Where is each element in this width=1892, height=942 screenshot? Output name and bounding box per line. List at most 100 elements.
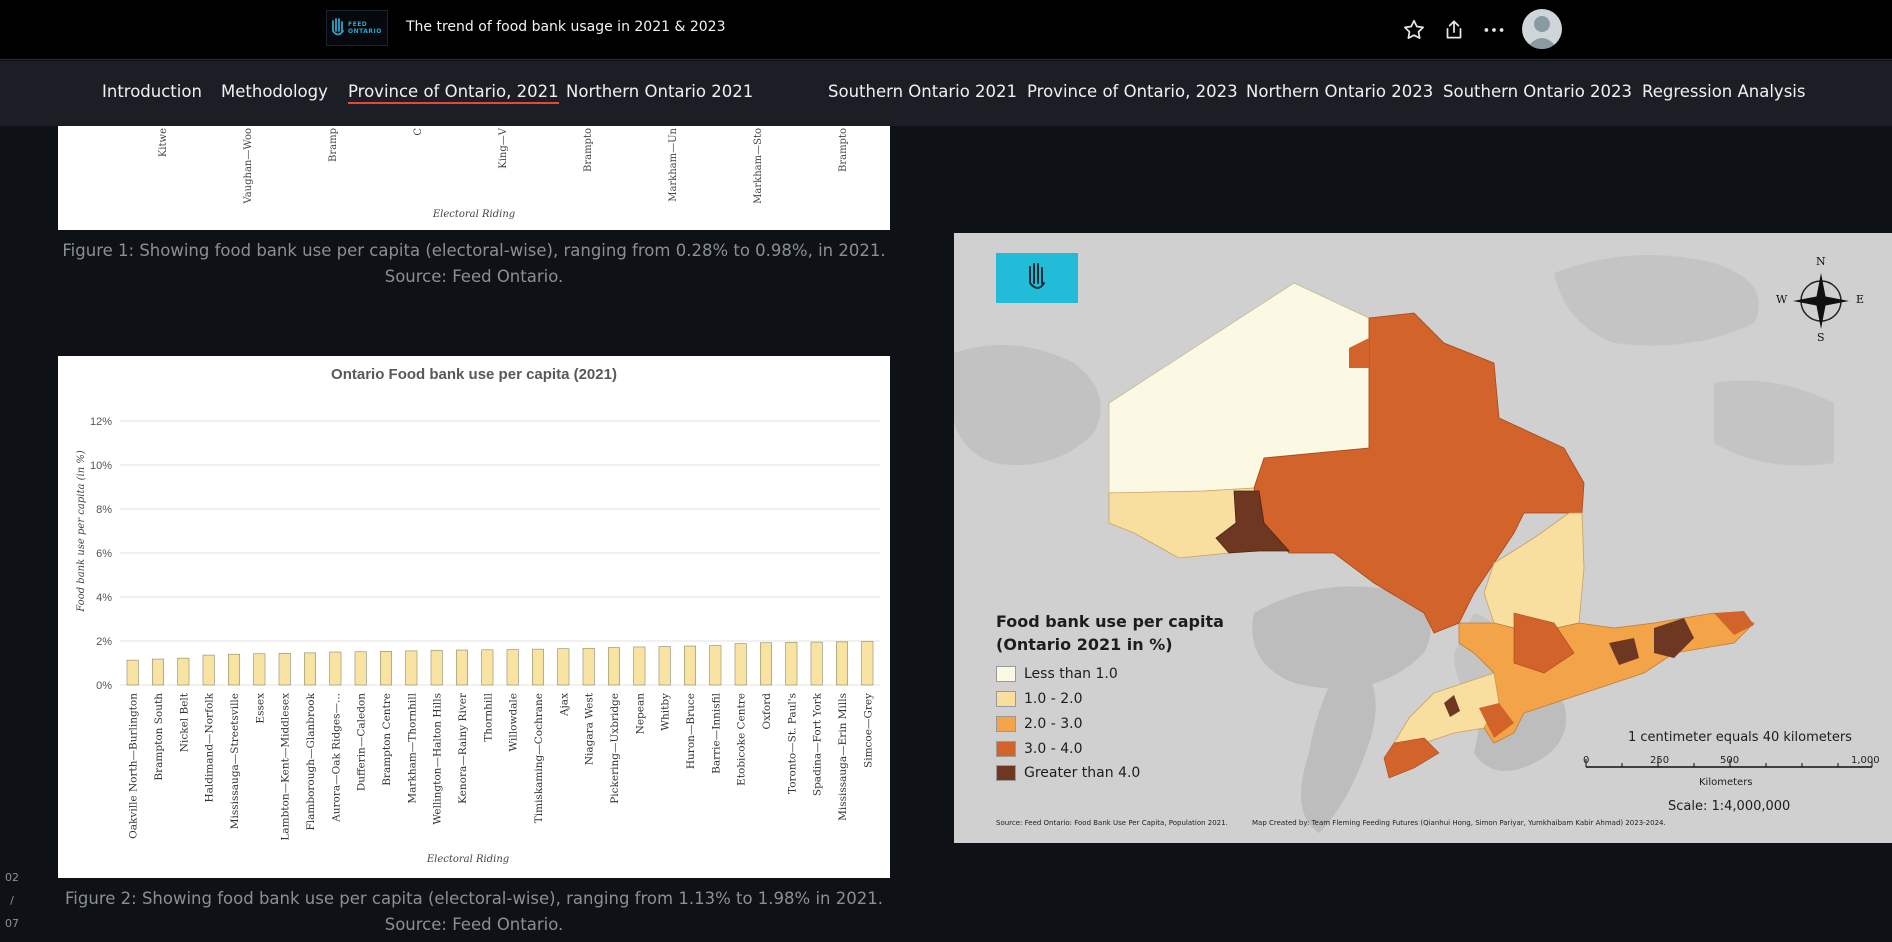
more-icon[interactable] xyxy=(1481,17,1507,43)
ontario-map: N S W E Food bank use per capita (Ontari… xyxy=(954,233,1892,843)
feed-ontario-logo[interactable]: FEED ONTARIO xyxy=(326,10,388,46)
x-tick-label: Lambton—Kent—Middlesex xyxy=(280,693,292,841)
bar xyxy=(455,649,468,686)
figure2-chart: Ontario Food bank use per capita (2021) … xyxy=(58,356,890,878)
hand-logo-icon xyxy=(332,18,344,36)
bar xyxy=(430,649,443,686)
bar xyxy=(304,652,317,686)
x-tick-label: Brampton South xyxy=(153,693,165,781)
scale-ratio: Scale: 1:4,000,000 xyxy=(1668,799,1791,814)
chart-x-ticks: Oakville North—Burlington Brampton South N… xyxy=(128,692,875,841)
nav-province-2021[interactable]: Province of Ontario, 2021 xyxy=(348,82,559,104)
bar xyxy=(481,649,494,686)
legend-item: 3.0 - 4.0 xyxy=(996,739,1082,759)
x-tick-label: Timiskaming—Cochrane xyxy=(533,693,545,823)
legend-item: 1.0 - 2.0 xyxy=(996,689,1082,709)
nav-introduction[interactable]: Introduction xyxy=(102,82,202,101)
map-logo xyxy=(996,253,1078,303)
bar xyxy=(683,645,696,686)
share-icon[interactable] xyxy=(1441,17,1467,43)
x-tick-label: Oxford xyxy=(761,693,773,730)
x-tick-label: Etobicoke Centre xyxy=(736,693,748,786)
bar xyxy=(633,646,646,686)
y-tick-label: 6% xyxy=(96,548,112,560)
page-total: 07 xyxy=(5,917,19,930)
chart-ylabel: Food bank use per capita (in %) xyxy=(76,450,87,613)
bar xyxy=(253,653,266,686)
user-avatar-icon[interactable] xyxy=(1522,9,1562,49)
x-tick-label: Nickel Belt xyxy=(178,692,190,752)
bar xyxy=(379,651,392,686)
scale-tick: 1,000 xyxy=(1851,755,1880,766)
x-tick-label: Brampton Centre xyxy=(381,693,393,786)
figure1-tick-label: Vaughan—Woo xyxy=(243,128,254,205)
page-indicator: 02 / 07 xyxy=(2,866,22,935)
chart-bars xyxy=(126,641,874,686)
bar xyxy=(531,648,544,686)
top-bar: FEED ONTARIO The trend of food bank usag… xyxy=(0,0,1892,60)
x-tick-label: Kenora—Rainy River xyxy=(457,692,469,804)
compass-w: W xyxy=(1776,293,1788,306)
bar xyxy=(228,653,241,686)
hand-logo-icon xyxy=(1029,263,1045,289)
x-tick-label: Haldimand—Norfolk xyxy=(204,692,216,802)
x-tick-label: Flamborough—Glanbrook xyxy=(305,692,317,830)
x-tick-label: Oakville North—Burlington xyxy=(128,693,140,839)
compass-s: S xyxy=(1817,331,1825,344)
bar xyxy=(835,641,848,686)
bar xyxy=(582,647,595,686)
legend-item: 2.0 - 3.0 xyxy=(996,714,1082,734)
section-nav: Introduction Methodology Province of Ont… xyxy=(0,61,1892,126)
x-tick-label: Thornhill xyxy=(482,692,494,741)
page-current: 02 xyxy=(5,871,19,884)
bar-chart-svg: Ontario Food bank use per capita (2021) … xyxy=(76,366,880,865)
bar xyxy=(354,651,367,686)
bar xyxy=(734,643,747,686)
nav-regression-analysis[interactable]: Regression Analysis xyxy=(1642,82,1806,101)
figure1-tick-label: King—V xyxy=(498,127,509,169)
figure1-tick-label: Kitwe xyxy=(158,128,169,157)
legend-swatch xyxy=(996,691,1016,707)
x-tick-label: Niagara West xyxy=(584,692,596,765)
scale-bar xyxy=(1585,759,1873,768)
scale-tick: 500 xyxy=(1720,755,1740,766)
nav-methodology[interactable]: Methodology xyxy=(221,82,328,101)
figure1-tick-label: Markham—Un xyxy=(668,127,679,201)
y-tick-label: 0% xyxy=(96,680,112,692)
bar xyxy=(557,648,570,686)
nav-northern-2021[interactable]: Northern Ontario 2021 xyxy=(566,82,754,101)
x-tick-label: Ajax xyxy=(558,693,570,717)
scale-tick: 0 xyxy=(1583,755,1590,766)
y-tick-label: 8% xyxy=(96,504,112,516)
x-tick-label: Essex xyxy=(254,693,266,724)
x-tick-label: Aurora—Oak Ridges—... xyxy=(330,693,342,823)
bar xyxy=(810,641,823,686)
figure1-chart: Kitwe Vaughan—Woo Bramp C King—V Brampto Markh… xyxy=(58,126,890,230)
y-tick-label: 12% xyxy=(90,416,112,428)
x-tick-label: Pickering—Uxbridge xyxy=(609,693,621,804)
nav-northern-2023[interactable]: Northern Ontario 2023 xyxy=(1246,82,1434,101)
bar xyxy=(785,642,798,686)
star-icon[interactable] xyxy=(1401,17,1427,43)
nav-province-2023[interactable]: Province of Ontario, 2023 xyxy=(1027,82,1238,101)
x-tick-label: Wellington—Halton Hills xyxy=(432,693,444,825)
legend-title: Food bank use per capita (Ontario 2021 i… xyxy=(996,612,1224,654)
document-title: The trend of food bank usage in 2021 & 2… xyxy=(406,19,726,35)
y-tick-label: 4% xyxy=(96,592,112,604)
nav-southern-2023[interactable]: Southern Ontario 2023 xyxy=(1443,82,1633,101)
x-tick-label: Spadina—Fort York xyxy=(812,692,824,796)
legend-swatch xyxy=(996,765,1016,781)
bar xyxy=(329,651,342,686)
figure1-tick-label: Bramp xyxy=(328,128,339,162)
nav-southern-2021[interactable]: Southern Ontario 2021 xyxy=(828,82,1018,101)
compass-rose-icon: N S W E xyxy=(1776,255,1866,344)
chart-xlabel: Electoral Riding xyxy=(426,854,509,865)
x-tick-label: Mississauga—Streetsville xyxy=(229,693,241,829)
scale-tick: 250 xyxy=(1650,755,1670,766)
chart-y-ticks: 0% 2% 4% 6% 8% 10% 12% xyxy=(90,416,112,692)
legend-item: Greater than 4.0 xyxy=(996,763,1140,783)
figure1-tick-label: C xyxy=(413,128,424,136)
x-tick-label: Whitby xyxy=(660,693,672,731)
legend-swatch xyxy=(996,716,1016,732)
y-tick-label: 10% xyxy=(90,460,112,472)
